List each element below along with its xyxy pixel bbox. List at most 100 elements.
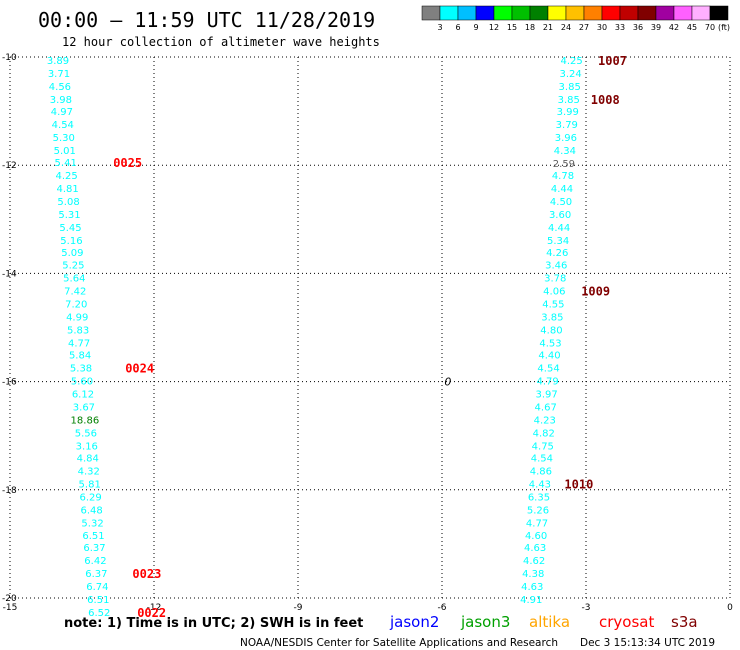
x-tick-label: 0 (727, 603, 733, 613)
color-swatch (655, 5, 675, 21)
wave-height-value: 4.60 (525, 531, 547, 542)
wave-height-value: 4.79 (536, 377, 558, 388)
legend-cryosat: cryosat (599, 613, 654, 631)
time-label: 1010 (564, 477, 593, 491)
wave-height-value: 5.30 (53, 133, 75, 144)
color-swatch (673, 5, 693, 21)
wave-height-value: 3.85 (558, 95, 580, 106)
wave-height-value: 4.82 (533, 428, 555, 439)
wave-height-value: 4.97 (51, 107, 73, 118)
wave-height-value: 3.85 (559, 82, 581, 93)
color-swatch (565, 5, 585, 21)
footer-note: note: 1) Time is in UTC; 2) SWH is in fe… (64, 616, 363, 631)
wave-height-value: 5.25 (62, 261, 84, 272)
time-label: 1009 (581, 285, 610, 299)
y-tick-label: -20 (2, 594, 17, 604)
time-label: 0023 (132, 567, 161, 581)
time-label: 0022 (137, 606, 166, 620)
wave-height-value: 6.42 (84, 556, 106, 567)
wave-height-value: 6.37 (83, 543, 105, 554)
y-tick-label: -14 (2, 269, 17, 279)
color-scale-label: 21 (543, 23, 553, 32)
color-scale-label: 3 (437, 23, 442, 32)
wave-height-value: 4.54 (52, 120, 74, 131)
legend-altika: altika (529, 613, 570, 631)
wave-height-value: 5.31 (58, 210, 80, 221)
footer-credit: NOAA/NESDIS Center for Satellite Applica… (240, 637, 558, 649)
color-scale-label: 70 (705, 23, 715, 32)
color-scale-label: 9 (473, 23, 478, 32)
wave-height-value: 3.89 (47, 56, 69, 67)
wave-height-value: 4.77 (68, 339, 90, 350)
wave-height-value: 5.81 (79, 479, 101, 490)
wave-height-value: 5.83 (67, 326, 89, 337)
wave-height-value: 4.77 (526, 518, 548, 529)
wave-height-value: 6.74 (86, 582, 108, 593)
x-tick-label: -6 (438, 603, 447, 613)
wave-height-value: 4.56 (49, 82, 71, 93)
wave-height-value: 4.23 (534, 415, 556, 426)
wave-height-value: 5.34 (547, 236, 569, 247)
wave-height-value: 4.40 (538, 351, 560, 362)
color-swatch (493, 5, 513, 21)
wave-height-value: 4.06 (543, 287, 565, 298)
wave-height-value: 4.75 (532, 441, 554, 452)
legend-jason3: jason3 (460, 613, 510, 631)
wave-height-value: 6.48 (80, 505, 102, 516)
color-scale-label: 15 (507, 23, 517, 32)
wave-height-value: 4.25 (560, 56, 582, 67)
wave-height-value: 3.79 (556, 120, 578, 131)
wave-height-value: 3.85 (541, 313, 563, 324)
wave-height-value: 6.52 (88, 608, 110, 619)
wave-height-value: 3.71 (48, 69, 70, 80)
wave-height-value: 6.37 (85, 569, 107, 580)
wave-height-value: 3.96 (555, 133, 577, 144)
wave-height-value: 5.64 (63, 274, 85, 285)
wave-height-value: 5.84 (69, 351, 91, 362)
time-label: 1008 (591, 93, 620, 107)
plot-area: -15 -12 -9 -6 -3 0 -10 -12 -14 -16 -18 -20 3.89 3.71 4… (2, 53, 733, 620)
wave-height-value: 7.42 (64, 287, 86, 298)
track-mark: 0 (444, 376, 451, 389)
color-scale-label: 27 (579, 23, 589, 32)
wave-height-value: 5.60 (71, 377, 93, 388)
wave-height-value: 5.41 (55, 158, 77, 169)
color-scale-unit: (ft) (718, 23, 730, 32)
color-scale-label: 6 (455, 23, 460, 32)
color-swatch (439, 5, 459, 21)
wave-height-value: 3.98 (50, 95, 72, 106)
wave-height-value: 5.26 (527, 505, 549, 516)
wave-height-value: 5.38 (70, 364, 92, 375)
wave-height-value: 3.67 (73, 402, 95, 413)
wave-height-value: 5.09 (61, 248, 83, 259)
wave-height-value: 18.86 (71, 415, 100, 426)
time-label: 0024 (125, 362, 154, 376)
wave-height-value: 4.78 (552, 171, 574, 182)
wave-height-value: 4.38 (522, 569, 544, 580)
color-swatch (691, 5, 711, 21)
wave-height-value: 4.44 (551, 184, 573, 195)
chart-title: 00:00 – 11:59 UTC 11/28/2019 (38, 8, 375, 32)
wave-height-value: 4.80 (540, 326, 562, 337)
color-swatch (709, 5, 729, 21)
time-label: 1007 (598, 54, 627, 68)
color-swatch (547, 5, 567, 21)
wave-height-value: 4.55 (542, 300, 564, 311)
wave-height-value: 6.51 (82, 531, 104, 542)
wave-height-value: 4.67 (535, 402, 557, 413)
wave-height-value: 4.34 (554, 146, 576, 157)
color-scale-label: 12 (489, 23, 499, 32)
color-scale-label: 42 (669, 23, 679, 32)
legend-s3a: s3a (671, 613, 698, 631)
wave-height-value: 5.16 (60, 236, 82, 247)
color-swatch (583, 5, 603, 21)
color-swatch (619, 5, 639, 21)
wave-height-value: 4.53 (539, 339, 561, 350)
wave-height-value: 3.99 (557, 107, 579, 118)
y-tick-label: -18 (2, 486, 17, 496)
x-tick-label: -9 (294, 603, 303, 613)
wave-height-value: 6.35 (528, 492, 550, 503)
wave-height-value: 7.20 (65, 300, 87, 311)
color-scale-label: 45 (687, 23, 697, 32)
